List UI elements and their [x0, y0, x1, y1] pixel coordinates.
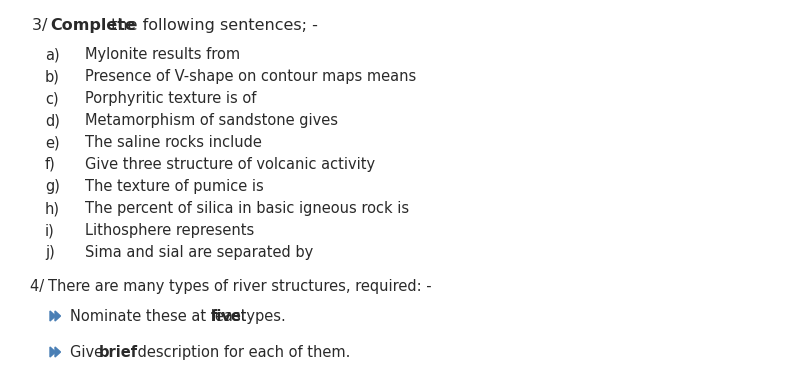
Text: Give: Give — [70, 345, 108, 360]
Polygon shape — [55, 311, 61, 321]
Polygon shape — [50, 311, 55, 321]
Text: a): a) — [45, 47, 60, 62]
Text: Give three structure of volcanic activity: Give three structure of volcanic activit… — [85, 157, 375, 172]
Text: Presence of V-shape on contour maps means: Presence of V-shape on contour maps mean… — [85, 69, 416, 84]
Text: g): g) — [45, 179, 60, 194]
Text: The percent of silica in basic igneous rock is: The percent of silica in basic igneous r… — [85, 201, 409, 216]
Text: Porphyritic texture is of: Porphyritic texture is of — [85, 91, 256, 106]
Text: h): h) — [45, 201, 60, 216]
Text: f): f) — [45, 157, 56, 172]
Text: 3/: 3/ — [32, 18, 53, 33]
Text: c): c) — [45, 91, 58, 106]
Text: The saline rocks include: The saline rocks include — [85, 135, 262, 150]
Text: the following sentences; -: the following sentences; - — [106, 18, 318, 33]
Text: i): i) — [45, 223, 54, 238]
Text: j): j) — [45, 245, 54, 260]
Text: Lithosphere represents: Lithosphere represents — [85, 223, 254, 238]
Text: The texture of pumice is: The texture of pumice is — [85, 179, 264, 194]
Polygon shape — [50, 347, 55, 357]
Text: Sima and sial are separated by: Sima and sial are separated by — [85, 245, 314, 260]
Text: Mylonite results from: Mylonite results from — [85, 47, 240, 62]
Text: Complete: Complete — [50, 18, 136, 33]
Text: five: five — [210, 309, 242, 324]
Text: There are many types of river structures, required: -: There are many types of river structures… — [48, 279, 432, 294]
Text: d): d) — [45, 113, 60, 128]
Text: Metamorphism of sandstone gives: Metamorphism of sandstone gives — [85, 113, 338, 128]
Text: 4/: 4/ — [30, 279, 49, 294]
Text: Nominate these at least: Nominate these at least — [70, 309, 251, 324]
Text: description for each of them.: description for each of them. — [134, 345, 350, 360]
Text: e): e) — [45, 135, 60, 150]
Text: types.: types. — [237, 309, 286, 324]
Polygon shape — [55, 347, 61, 357]
Text: brief: brief — [99, 345, 138, 360]
Text: b): b) — [45, 69, 60, 84]
